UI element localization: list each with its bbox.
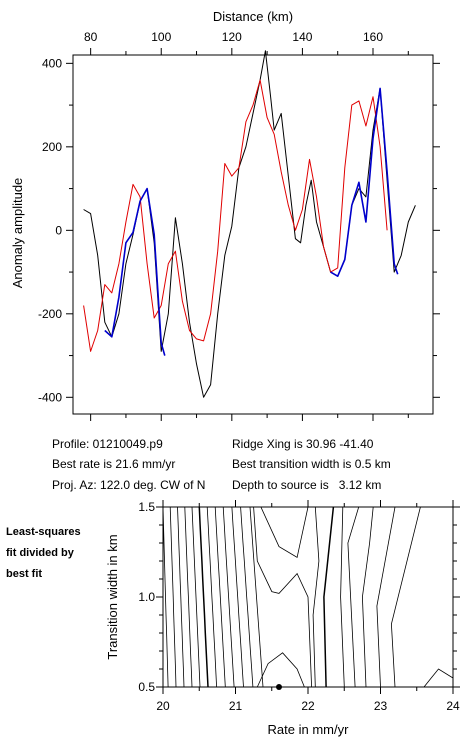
contour-line bbox=[323, 506, 335, 688]
contour-line bbox=[198, 506, 209, 688]
y-tick-label: 1.0 bbox=[138, 590, 155, 604]
y-tick-label: -200 bbox=[38, 307, 62, 321]
side-note-line: fit divided by bbox=[6, 547, 75, 559]
x-tick-label: 140 bbox=[292, 30, 312, 44]
contour-line bbox=[312, 506, 320, 688]
series-line bbox=[83, 79, 388, 352]
best-fit-marker bbox=[276, 684, 282, 690]
contour-line bbox=[249, 506, 264, 688]
x-tick-label: 20 bbox=[156, 699, 170, 713]
side-note: Least-squares fit divided by best fit bbox=[6, 526, 81, 580]
misfit-contour-chart: Rate in mm/yr Transition width in km 20 … bbox=[105, 500, 460, 737]
x-tick-label: 23 bbox=[374, 699, 388, 713]
contour-line bbox=[361, 506, 374, 688]
y-axis-ticks bbox=[66, 62, 440, 398]
contour-line bbox=[340, 506, 345, 688]
y-axis-title: Anomaly amplitude bbox=[10, 178, 25, 289]
anomaly-series bbox=[83, 50, 416, 398]
contour-line bbox=[260, 506, 309, 559]
x-tick-label: 22 bbox=[301, 699, 315, 713]
x-tick-label: 100 bbox=[151, 30, 171, 44]
y-tick-label: 400 bbox=[42, 56, 62, 70]
contour-line bbox=[256, 652, 305, 688]
x-tick-label: 21 bbox=[229, 699, 243, 713]
contour-line bbox=[376, 506, 396, 688]
contour-line bbox=[423, 668, 454, 688]
side-note-line: Least-squares bbox=[6, 526, 81, 538]
contour-line bbox=[177, 506, 185, 688]
profile-info: Profile: 01210049.p9 Ridge Xing is 30.96… bbox=[52, 437, 391, 492]
contour-line bbox=[184, 506, 193, 688]
x-tick-label: 24 bbox=[446, 699, 460, 713]
contour-axis-ticks bbox=[156, 500, 460, 694]
y-tick-label: 0 bbox=[55, 223, 62, 237]
contour-line bbox=[253, 506, 312, 688]
contour-line bbox=[214, 506, 226, 688]
x-tick-label: 160 bbox=[363, 30, 383, 44]
contour-line bbox=[191, 506, 201, 688]
best-rate: Best rate is 21.6 mm/yr bbox=[52, 457, 175, 471]
side-note-line: best fit bbox=[6, 568, 42, 580]
y-axis-title: Transition width in km bbox=[105, 534, 120, 659]
contour-line bbox=[240, 506, 254, 688]
x-axis-title: Distance (km) bbox=[213, 9, 293, 24]
ridge-crossing: Ridge Xing is 30.96 -41.40 bbox=[232, 437, 374, 451]
y-tick-label: -400 bbox=[38, 390, 62, 404]
projection-azimuth: Proj. Az: 122.0 deg. CW of N bbox=[52, 478, 205, 492]
series-line bbox=[104, 187, 166, 356]
x-axis-title: Rate in mm/yr bbox=[268, 722, 350, 737]
contour-line bbox=[222, 506, 235, 688]
series-line bbox=[330, 87, 399, 278]
series-line bbox=[83, 50, 416, 398]
contour-line bbox=[169, 506, 177, 688]
profile-name: Profile: 01210049.p9 bbox=[52, 437, 163, 451]
contour-lines bbox=[162, 506, 454, 688]
contour-line bbox=[206, 506, 217, 688]
best-transition-width: Best transition width is 0.5 km bbox=[232, 457, 391, 471]
x-tick-label: 120 bbox=[222, 30, 242, 44]
depth-to-source: Depth to source is 3.12 km bbox=[232, 478, 381, 492]
y-tick-label: 1.5 bbox=[138, 500, 155, 514]
contour-line bbox=[390, 506, 421, 688]
y-tick-label: 0.5 bbox=[138, 680, 155, 694]
anomaly-plot-frame bbox=[72, 54, 434, 415]
x-tick-label: 80 bbox=[84, 30, 98, 44]
x-axis-ticks bbox=[90, 48, 409, 421]
y-tick-label: 200 bbox=[42, 140, 62, 154]
contour-line bbox=[231, 506, 244, 688]
contour-line bbox=[347, 506, 360, 688]
contour-line bbox=[162, 506, 169, 688]
anomaly-chart: Distance (km) Anomaly amplitude 80 100 1… bbox=[10, 9, 440, 421]
